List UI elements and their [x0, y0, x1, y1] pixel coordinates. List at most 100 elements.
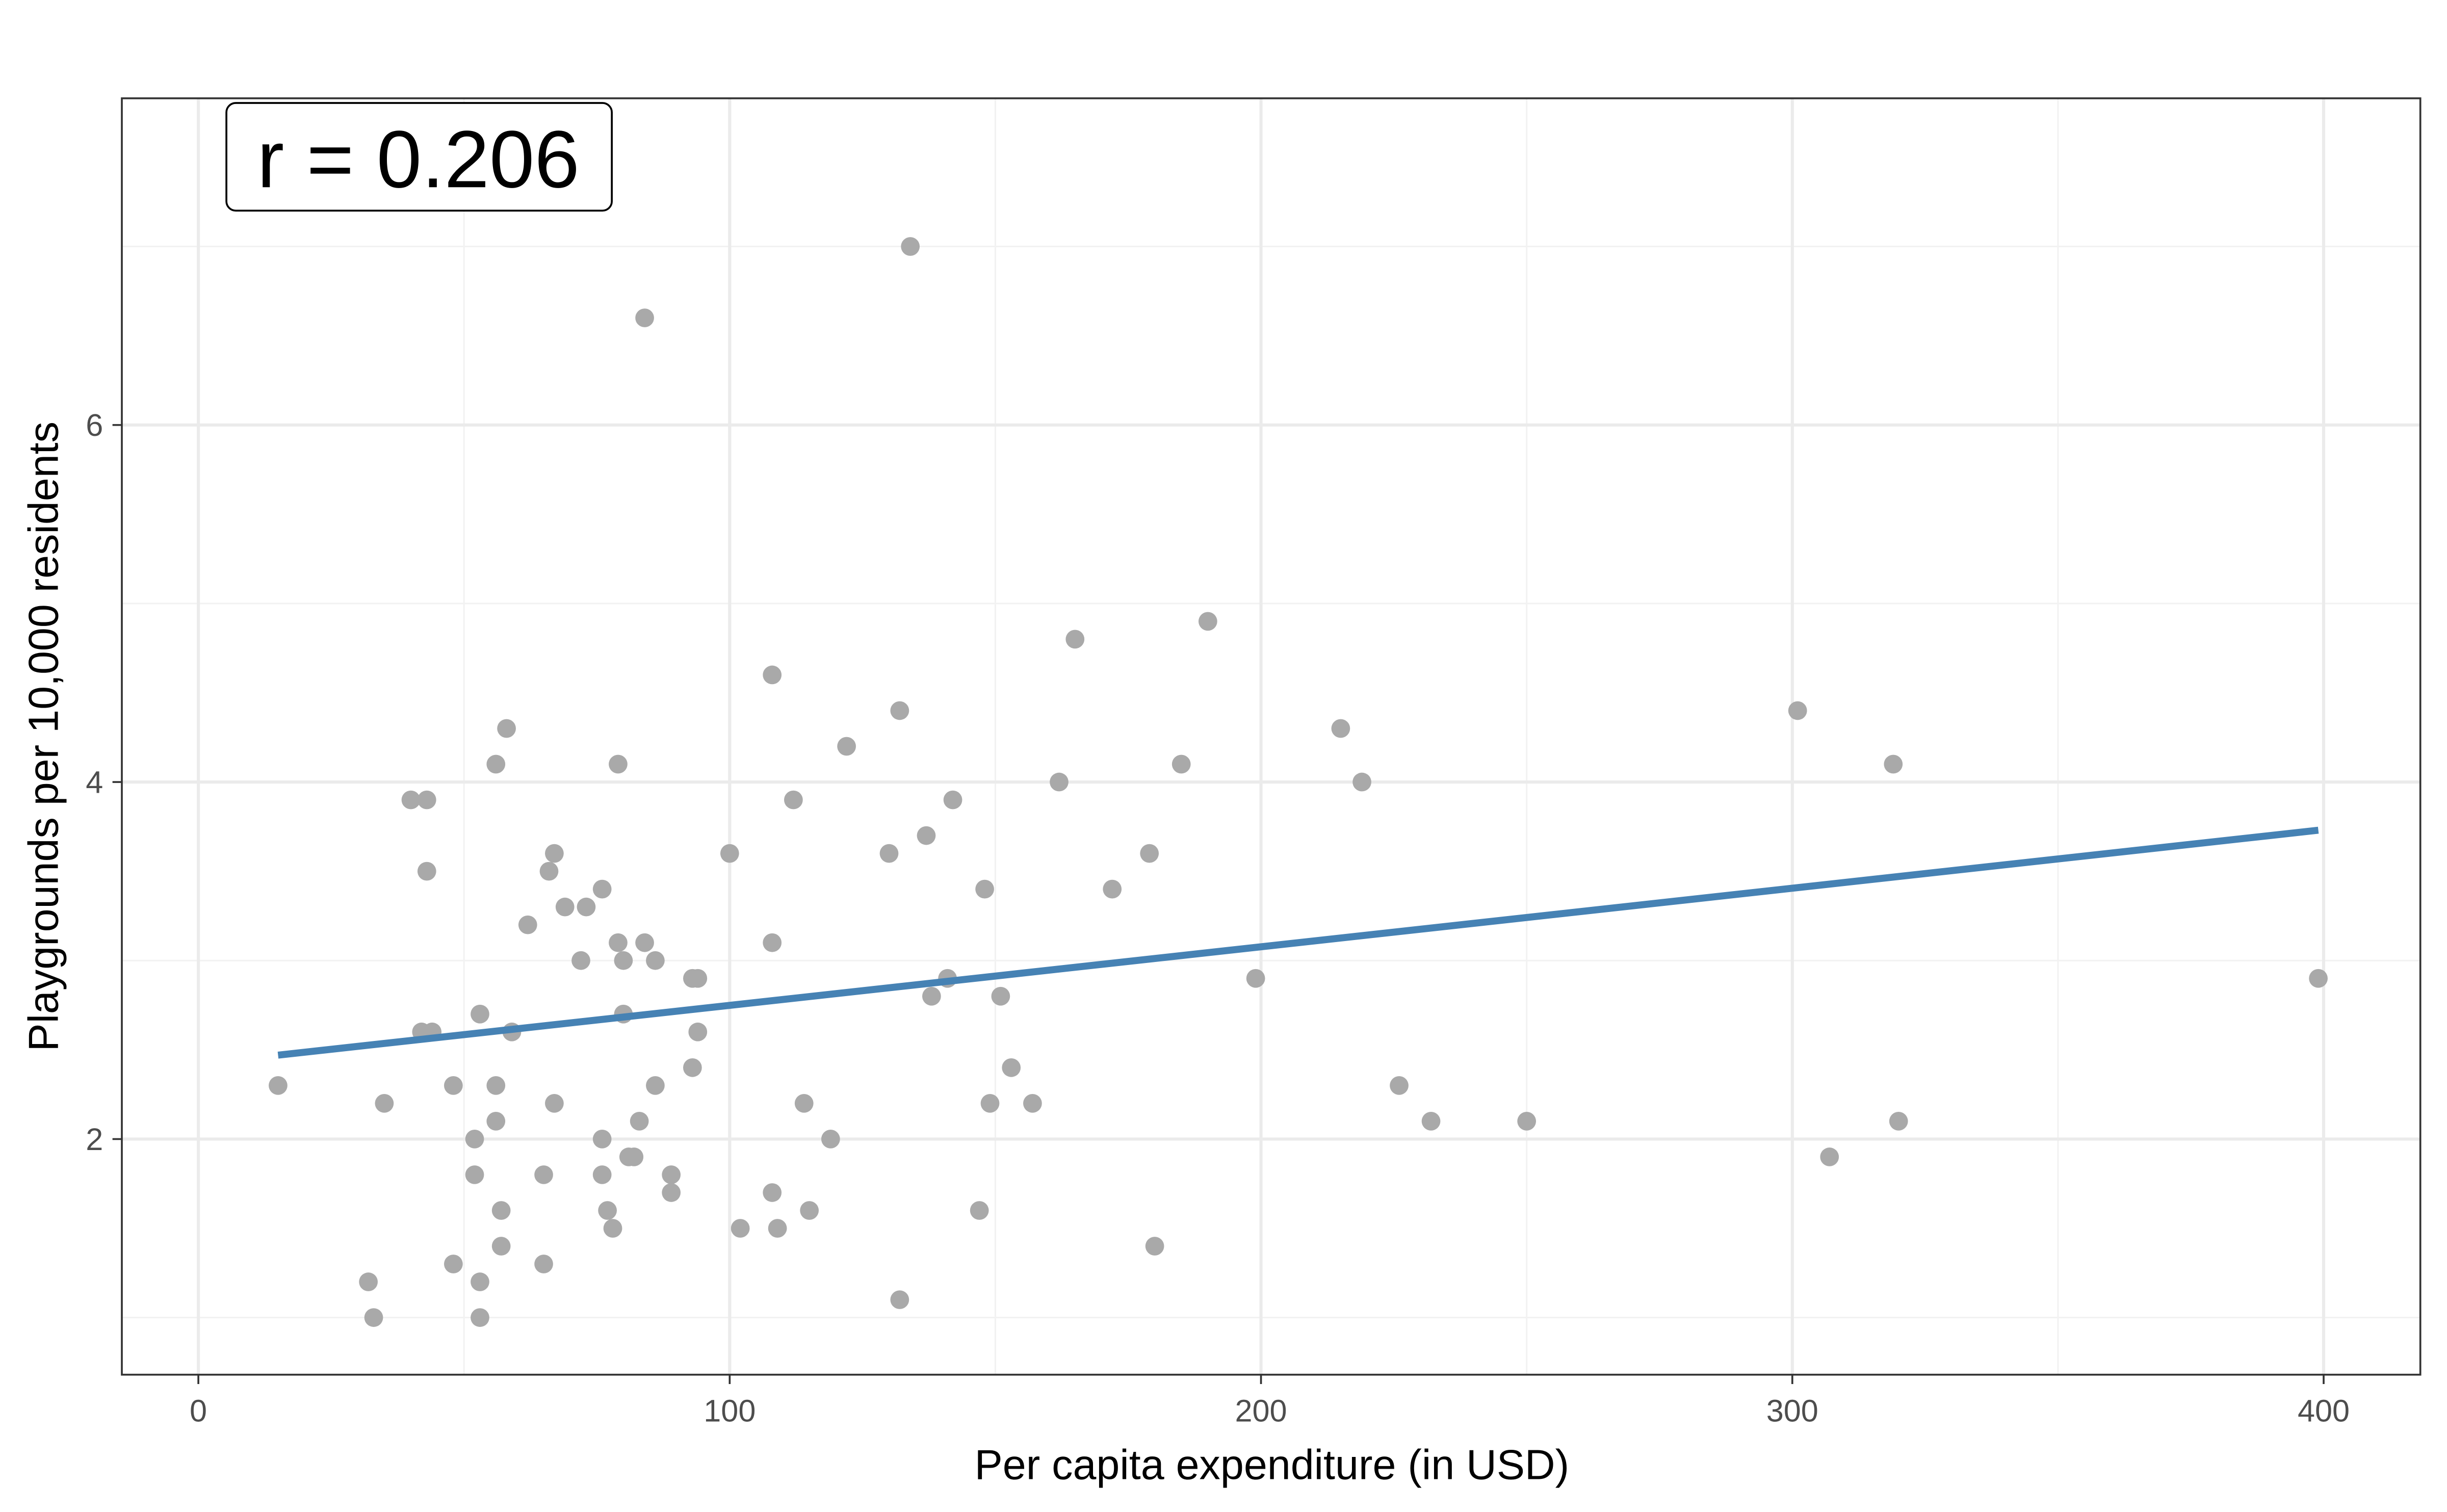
- data-point: [1002, 1058, 1021, 1077]
- data-point: [598, 1201, 617, 1220]
- data-point: [1820, 1148, 1839, 1166]
- correlation-label: r = 0.206: [257, 114, 580, 204]
- data-point: [624, 1148, 644, 1166]
- data-point: [539, 862, 559, 881]
- data-point: [471, 1272, 489, 1291]
- data-point: [2309, 969, 2328, 988]
- annotation-frame: [225, 102, 613, 212]
- data-point: [497, 719, 516, 738]
- data-point: [991, 986, 1010, 1006]
- data-point: [1390, 1076, 1409, 1095]
- data-point: [1050, 772, 1069, 792]
- data-point: [837, 737, 856, 756]
- data-point: [364, 1308, 383, 1327]
- data-point: [922, 986, 941, 1006]
- data-point: [571, 951, 590, 970]
- data-point: [763, 933, 782, 952]
- x-tick-label: 0: [190, 1393, 207, 1428]
- data-point: [401, 790, 421, 810]
- data-point: [980, 1093, 1000, 1113]
- x-tick-label: 400: [2298, 1393, 2350, 1428]
- data-point: [975, 879, 994, 899]
- data-point: [614, 951, 633, 970]
- data-point: [890, 701, 909, 720]
- data-point: [635, 308, 654, 327]
- data-point: [444, 1076, 463, 1095]
- data-point: [1352, 772, 1371, 792]
- data-point: [1788, 701, 1807, 720]
- data-point: [1023, 1093, 1042, 1113]
- data-point: [662, 1165, 681, 1184]
- data-point: [1065, 630, 1085, 649]
- data-point: [763, 1183, 782, 1202]
- data-point: [417, 790, 436, 810]
- data-point: [465, 1130, 484, 1149]
- data-point: [800, 1201, 819, 1220]
- data-point: [471, 1308, 489, 1327]
- data-point: [1421, 1112, 1441, 1131]
- y-tick-label: 4: [86, 765, 103, 799]
- data-point: [491, 1201, 511, 1220]
- panel-border: [121, 97, 2422, 1376]
- data-point: [269, 1076, 288, 1095]
- regression-line: [277, 826, 2319, 1059]
- data-point: [768, 1219, 787, 1238]
- data-point: [471, 1004, 489, 1024]
- data-point: [630, 1112, 649, 1131]
- data-point: [688, 1022, 708, 1041]
- data-point: [1140, 844, 1159, 863]
- y-tick-label: 6: [86, 408, 103, 442]
- y-axis-title: Playgrounds per 10,000 residents: [20, 422, 67, 1052]
- points-layer: [269, 237, 2328, 1327]
- data-point: [1198, 612, 1217, 631]
- data-point: [662, 1183, 681, 1202]
- data-point: [555, 897, 575, 917]
- data-point: [1172, 754, 1191, 774]
- data-point: [534, 1255, 553, 1273]
- data-point: [518, 915, 537, 934]
- data-point: [890, 1290, 909, 1309]
- data-point: [917, 826, 936, 845]
- data-point: [879, 844, 899, 863]
- data-point: [545, 1093, 564, 1113]
- data-point: [731, 1219, 750, 1238]
- data-point: [794, 1093, 814, 1113]
- data-point: [1145, 1237, 1164, 1256]
- x-tick-label: 300: [1766, 1393, 1818, 1428]
- data-point: [1103, 879, 1122, 899]
- data-point: [609, 754, 628, 774]
- data-point: [534, 1165, 553, 1184]
- data-point: [683, 1058, 702, 1077]
- data-point: [821, 1130, 840, 1149]
- data-point: [491, 1237, 511, 1256]
- data-point: [635, 933, 654, 952]
- x-axis-title: Per capita expenditure (in USD): [975, 1441, 1569, 1489]
- data-point: [486, 1112, 506, 1131]
- grid: [122, 98, 2420, 1375]
- x-tick-label: 100: [704, 1393, 756, 1428]
- data-point: [545, 844, 564, 863]
- data-point: [646, 951, 665, 970]
- annotation-box: r = 0.206: [225, 102, 613, 212]
- data-point: [901, 237, 920, 256]
- data-point: [943, 790, 962, 810]
- data-point: [577, 897, 596, 917]
- data-point: [465, 1165, 484, 1184]
- data-point: [592, 1130, 612, 1149]
- data-point: [444, 1255, 463, 1273]
- data-point: [486, 1076, 506, 1095]
- data-point: [417, 862, 436, 881]
- data-point: [1246, 969, 1265, 988]
- data-point: [1331, 719, 1350, 738]
- data-point: [784, 790, 803, 810]
- data-point: [1884, 754, 1903, 774]
- data-point: [609, 933, 628, 952]
- data-point: [359, 1272, 378, 1291]
- data-point: [375, 1093, 394, 1113]
- data-point: [1889, 1112, 1908, 1131]
- data-point: [592, 1165, 612, 1184]
- axis-ticks: 0 100 200 300 400 2 4 6: [86, 408, 2350, 1428]
- data-point: [603, 1219, 622, 1238]
